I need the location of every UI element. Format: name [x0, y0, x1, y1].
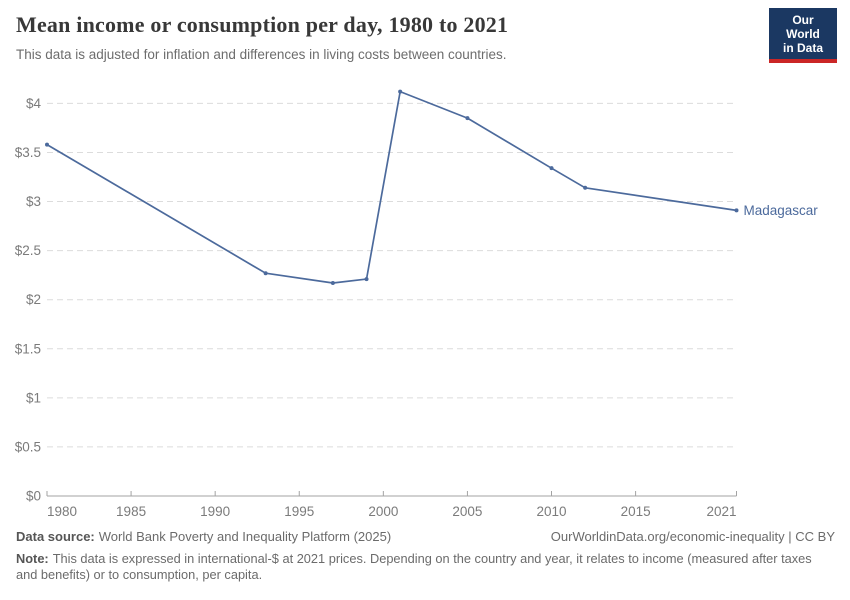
data-point	[263, 271, 268, 276]
x-tick-label: 1980	[47, 504, 77, 519]
page-title: Mean income or consumption per day, 1980…	[16, 12, 509, 37]
y-tick-label: $1.5	[15, 341, 41, 356]
owid-logo-line1: Our World	[786, 13, 820, 41]
chart-footer: Data source: World Bank Poverty and Inequ…	[16, 529, 835, 584]
y-tick-label: $3.5	[15, 145, 41, 160]
chart-note: Note: This data is expressed in internati…	[16, 551, 835, 584]
note-value: This data is expressed in international-…	[16, 551, 812, 583]
y-tick-label: $2	[26, 292, 41, 307]
data-point	[734, 208, 739, 213]
x-tick-label: 1995	[284, 504, 314, 519]
series-line	[46, 90, 737, 284]
chart-subtitle: This data is adjusted for inflation and …	[16, 47, 507, 62]
x-tick-label: 1985	[116, 504, 146, 519]
series-end-label: Madagascar	[744, 203, 819, 218]
y-tick-label: $4	[26, 96, 42, 111]
x-tick-label: 2015	[621, 504, 651, 519]
y-tick-label: $3	[26, 194, 41, 209]
data-point	[583, 185, 588, 190]
data-source-label: Data source:	[16, 529, 95, 544]
note-label: Note:	[16, 551, 49, 566]
x-tick-label: 2021	[706, 504, 736, 519]
y-tick-label: $1	[26, 390, 41, 405]
y-tick-label: $0.5	[15, 439, 41, 454]
x-tick-label: 2010	[536, 504, 566, 519]
data-source-value: World Bank Poverty and Inequality Platfo…	[98, 529, 392, 544]
data-point	[549, 166, 554, 171]
owid-logo[interactable]: Our World in Data	[769, 8, 837, 63]
x-tick-label: 2000	[368, 504, 398, 519]
owid-logo-line2: in Data	[782, 41, 823, 55]
line-chart: $0 $0.5 $1 $1.5 $2 $2.5 $3 $3.5 $4 1980 1985 1990 19…	[15, 89, 819, 519]
chart-header: Mean income or consumption per day, 1980…	[16, 12, 835, 62]
data-point	[465, 116, 470, 121]
data-point	[330, 281, 335, 286]
x-tick-label: 1990	[200, 504, 230, 519]
y-tick-label: $0	[26, 489, 41, 504]
data-source: Data source: World Bank Poverty and Inequ…	[16, 529, 391, 544]
data-point	[398, 89, 403, 94]
data-point	[364, 277, 369, 282]
x-tick-label: 2005	[452, 504, 482, 519]
y-tick-label: $2.5	[15, 243, 41, 258]
data-point	[45, 142, 49, 147]
attribution: OurWorldinData.org/economic-inequality |…	[550, 529, 835, 544]
